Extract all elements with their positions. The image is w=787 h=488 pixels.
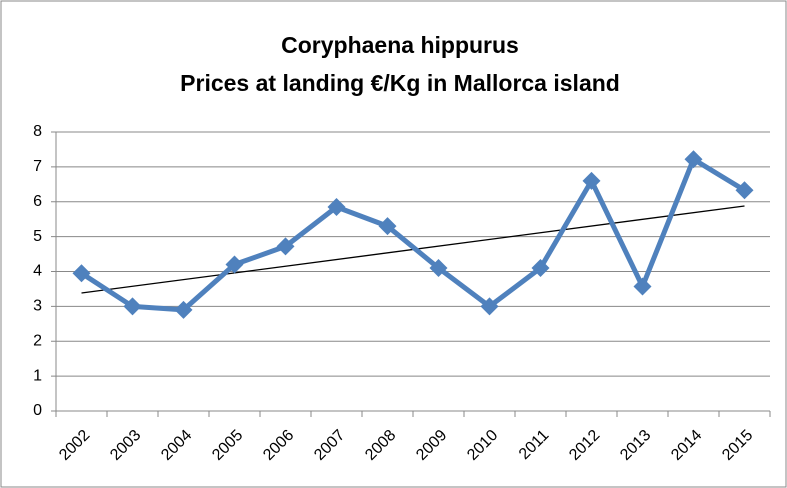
- marker: [531, 259, 550, 278]
- y-tick-label: 2: [33, 332, 42, 349]
- marker: [582, 171, 601, 190]
- y-tick-label: 8: [33, 123, 42, 140]
- marker: [225, 255, 244, 274]
- series-line: [80, 156, 746, 313]
- y-tick-label: 7: [33, 158, 42, 175]
- y-tick-label: 0: [33, 402, 42, 419]
- marker: [123, 297, 142, 316]
- marker: [633, 277, 652, 296]
- marker: [429, 259, 448, 278]
- marker: [72, 264, 91, 283]
- marker: [276, 237, 295, 256]
- y-tick-label: 6: [33, 193, 42, 210]
- marker: [480, 297, 499, 316]
- marker: [684, 150, 703, 169]
- chart-title: Coryphaena hippurus: [281, 32, 519, 58]
- marker: [378, 217, 397, 236]
- marker: [174, 300, 193, 319]
- marker: [327, 197, 346, 216]
- marker: [735, 181, 754, 200]
- y-tick-label: 5: [33, 228, 42, 245]
- chart-title: Prices at landing €/Kg in Mallorca islan…: [180, 70, 620, 96]
- y-tick-label: 1: [33, 367, 42, 384]
- y-tick-label: 3: [33, 298, 42, 315]
- y-tick-label: 4: [33, 263, 42, 280]
